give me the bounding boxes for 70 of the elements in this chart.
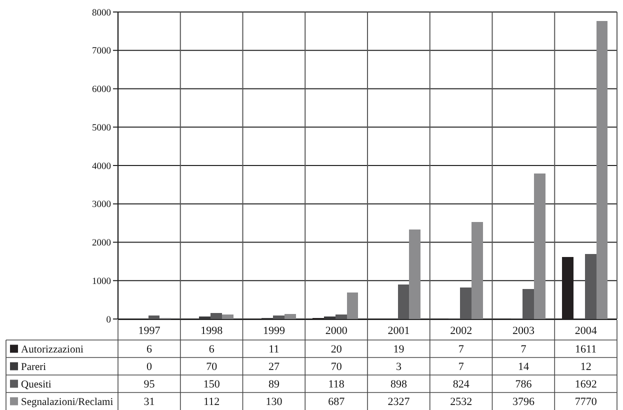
y-tick-label: 5000	[92, 123, 112, 134]
data-label: 12	[580, 361, 592, 374]
data-label: 824	[452, 378, 470, 391]
data-label: 95	[144, 378, 156, 391]
data-label: 7	[520, 344, 527, 356]
bar	[284, 314, 296, 319]
data-label: 118	[328, 378, 345, 391]
y-tick-label: 4000	[92, 162, 112, 172]
data-label: 150	[203, 378, 220, 391]
y-tick-label: 2000	[92, 238, 112, 249]
y-tick-label: 1000	[92, 276, 112, 287]
data-label: 70	[206, 361, 218, 374]
legend-label: Quesiti	[21, 379, 52, 390]
data-label: 687	[328, 396, 346, 408]
bar	[148, 315, 160, 319]
bar	[522, 288, 534, 319]
bar	[210, 313, 222, 319]
data-label: 7	[458, 344, 464, 356]
y-tick-label: 3000	[92, 200, 112, 210]
x-tick-label: 2002	[450, 324, 472, 337]
data-label: 31	[144, 396, 155, 408]
bar	[584, 254, 596, 319]
data-label: 0	[146, 361, 152, 374]
data-label: 89	[268, 378, 280, 391]
data-label: 14	[518, 361, 530, 374]
bar	[534, 173, 546, 319]
y-tick-label: 8000	[92, 8, 112, 18]
bar	[273, 316, 284, 319]
data-label: 19	[393, 344, 405, 356]
x-tick-label: 2003	[512, 324, 535, 337]
y-tick-label: 0	[106, 315, 112, 326]
data-label: 1611	[575, 344, 597, 356]
x-tick-label: 2001	[388, 324, 410, 337]
legend-label: Autorizzazioni	[21, 344, 84, 356]
data-label: 1692	[574, 378, 597, 391]
bar	[222, 314, 234, 319]
data-label: 130	[266, 396, 283, 408]
bar	[460, 287, 472, 319]
data-label: 6	[208, 344, 215, 356]
data-label: 3796	[512, 396, 535, 408]
data-label: 7	[458, 361, 464, 374]
x-tick-label: 2000	[325, 324, 348, 337]
legend-label: Pareri	[21, 362, 46, 373]
x-tick-label: 1998	[200, 324, 224, 337]
data-label: 112	[204, 396, 220, 408]
bar	[596, 20, 608, 319]
bar	[199, 316, 211, 319]
x-tick-label: 2004	[574, 324, 598, 337]
data-label: 898	[390, 378, 408, 391]
data-label: 27	[268, 361, 280, 374]
y-tick-label: 6000	[92, 85, 112, 96]
data-label: 7770	[574, 396, 598, 408]
bar	[409, 230, 421, 319]
y-tick-label: 7000	[92, 46, 112, 57]
data-label: 3	[396, 361, 402, 374]
data-label: 2327	[388, 396, 410, 408]
data-label: 70	[330, 361, 342, 374]
data-label: 20	[330, 344, 342, 356]
bar	[346, 292, 358, 319]
legend-label: Segnalazioni/Reclami	[21, 396, 114, 408]
x-tick-label: 1997	[138, 324, 161, 337]
bar	[472, 222, 483, 319]
data-label: 6	[146, 344, 152, 356]
x-tick-label: 1999	[262, 324, 286, 337]
data-label: 2532	[450, 396, 472, 408]
data-label: 11	[268, 344, 280, 356]
data-label: 786	[515, 378, 532, 391]
bar	[398, 284, 410, 319]
bar	[324, 316, 336, 319]
bar	[335, 314, 347, 319]
